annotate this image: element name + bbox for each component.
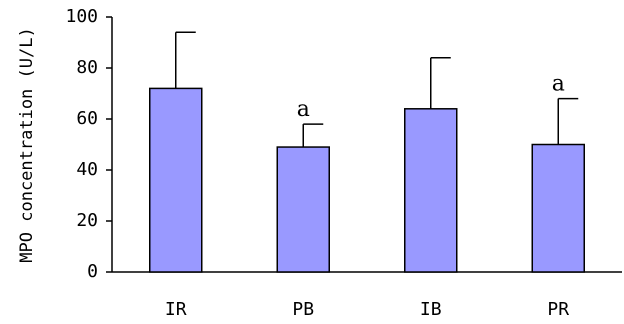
x-tick-label: IB: [420, 299, 442, 320]
significance-label: a: [552, 72, 565, 97]
bar-ir: [149, 87, 203, 273]
x-tick-label: PB: [292, 299, 314, 320]
significance-label: a: [297, 97, 310, 122]
x-tick-label: IR: [165, 299, 187, 320]
y-tick-label: 100: [65, 6, 98, 27]
y-tick-label: 20: [76, 210, 98, 231]
bar-pr: [531, 143, 585, 273]
bar-pb: [276, 146, 330, 273]
plot-area: 0 20 40 60 80 100 IR a PB IB a PR: [65, 6, 585, 320]
bar-ib: [404, 108, 458, 273]
y-tick-label: 80: [76, 57, 98, 78]
y-tick-label: 60: [76, 108, 98, 129]
y-tick-label: 40: [76, 159, 98, 180]
y-tick-label: 0: [87, 261, 98, 282]
y-axis-label: MPO concentration (U/L): [17, 27, 37, 262]
x-tick-label: PR: [547, 299, 569, 320]
